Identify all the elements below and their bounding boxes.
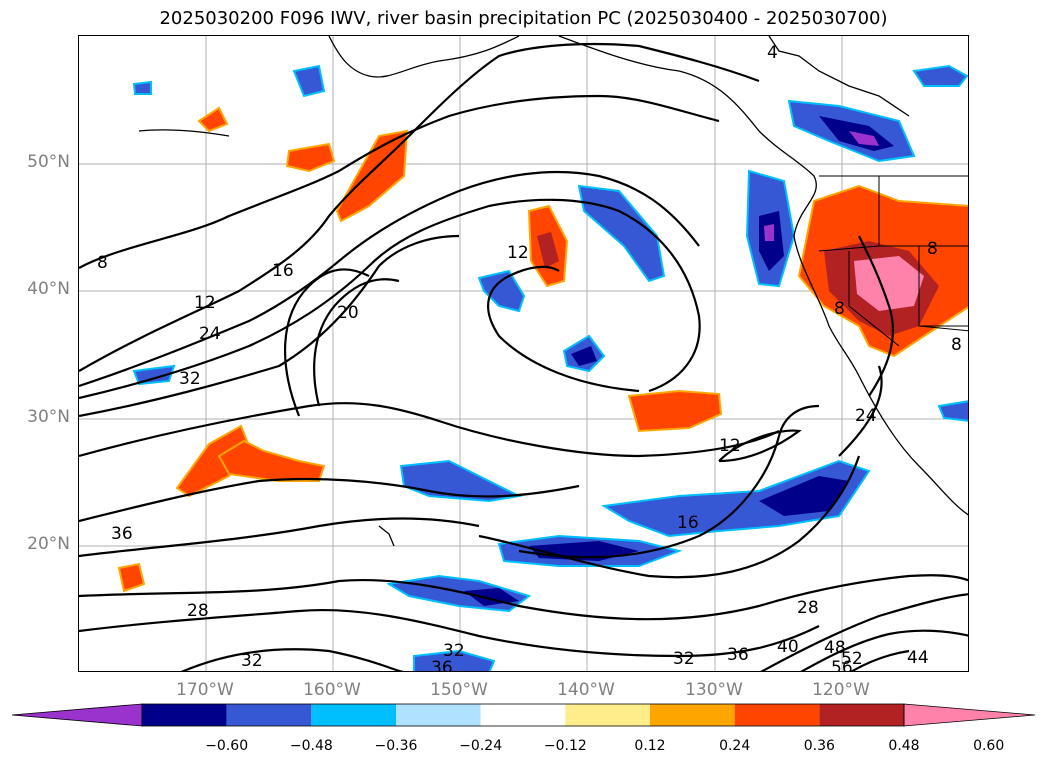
lat-label: 30°N (27, 407, 70, 427)
colorbar-extend-high (903, 703, 1036, 727)
state-borders (818, 175, 968, 347)
contour-label: 12 (719, 436, 741, 456)
lon-label: 170°W (176, 680, 234, 700)
colorbar-segment (734, 704, 820, 726)
colorbar-tick-label: 0.48 (888, 738, 920, 754)
colorbar-segments (11, 703, 1036, 727)
contour-label: 28 (797, 598, 819, 618)
lon-label: 150°W (430, 680, 488, 700)
contour-label: 12 (194, 293, 216, 313)
contour-label: 36 (727, 645, 749, 665)
contour-label: 24 (199, 324, 221, 344)
colorbar-tick-label: −0.48 (289, 738, 333, 754)
lon-label: 130°W (685, 680, 743, 700)
colorbar-segment (396, 704, 481, 726)
lon-label: 140°W (557, 680, 615, 700)
contour-label: 32 (673, 649, 695, 669)
colorbar-extend-low (11, 703, 143, 727)
lat-label: 20°N (27, 534, 70, 554)
colorbar-tick-label: 0.60 (973, 738, 1005, 754)
contour-label: 8 (927, 239, 938, 259)
map-panel: 4 8 12 16 20 24 32 12 12 16 24 28 28 32 … (78, 35, 969, 672)
lat-label: 40°N (27, 279, 70, 299)
colorbar-tick-label: −0.60 (205, 738, 249, 754)
contour-label: 44 (907, 648, 929, 668)
contour-label: 48 (824, 638, 846, 658)
contour-label: 4 (767, 43, 778, 63)
contour-label: 36 (431, 658, 453, 672)
contour-label: 8 (834, 299, 845, 319)
precip-shading (117, 64, 968, 671)
colorbar-segment (226, 704, 312, 726)
lat-label: 50°N (27, 152, 70, 172)
contour-label: 28 (187, 601, 209, 621)
coastlines (138, 36, 968, 547)
contour-label: 16 (677, 513, 699, 533)
contour-label: 20 (337, 303, 359, 323)
colorbar-tick-label: −0.24 (459, 738, 503, 754)
gridlines (79, 36, 968, 671)
contour-label: 52 (841, 649, 863, 669)
contour-label: 56 (831, 658, 853, 672)
colorbar-frame (141, 703, 905, 727)
colorbar-tick-label: −0.12 (543, 738, 587, 754)
colorbar-tick-label: 0.24 (719, 738, 751, 754)
colorbar-segment (650, 704, 735, 726)
iwv-contours (79, 42, 968, 671)
map-title: 2025030200 F096 IWV, river basin precipi… (159, 8, 888, 29)
contour-label: 32 (443, 641, 465, 661)
contour-label: 8 (97, 253, 108, 273)
colorbar-tick-label: −0.36 (374, 738, 418, 754)
contour-labels: 4 8 12 16 20 24 32 12 12 16 24 28 28 32 … (97, 43, 962, 672)
contour-label: 40 (777, 637, 799, 657)
colorbar-segment (565, 704, 650, 726)
contour-label: 8 (951, 335, 962, 355)
colorbar-segment (819, 704, 904, 726)
contour-label: 16 (272, 261, 294, 281)
contour-label: 24 (855, 406, 877, 426)
contour-label: 32 (241, 651, 263, 671)
contour-label: 12 (507, 243, 529, 263)
colorbar-segment (480, 704, 566, 726)
contour-label: 36 (111, 524, 133, 544)
contour-label: 32 (179, 369, 201, 389)
map-canvas: 4 8 12 16 20 24 32 12 12 16 24 28 28 32 … (79, 36, 968, 672)
colorbar (11, 703, 1036, 727)
colorbar-segment (311, 704, 396, 726)
colorbar-tick-label: 0.36 (803, 738, 835, 754)
colorbar-segment (142, 704, 227, 726)
lon-label: 120°W (812, 680, 870, 700)
lon-label: 160°W (303, 680, 361, 700)
colorbar-tick-label: 0.12 (634, 738, 666, 754)
